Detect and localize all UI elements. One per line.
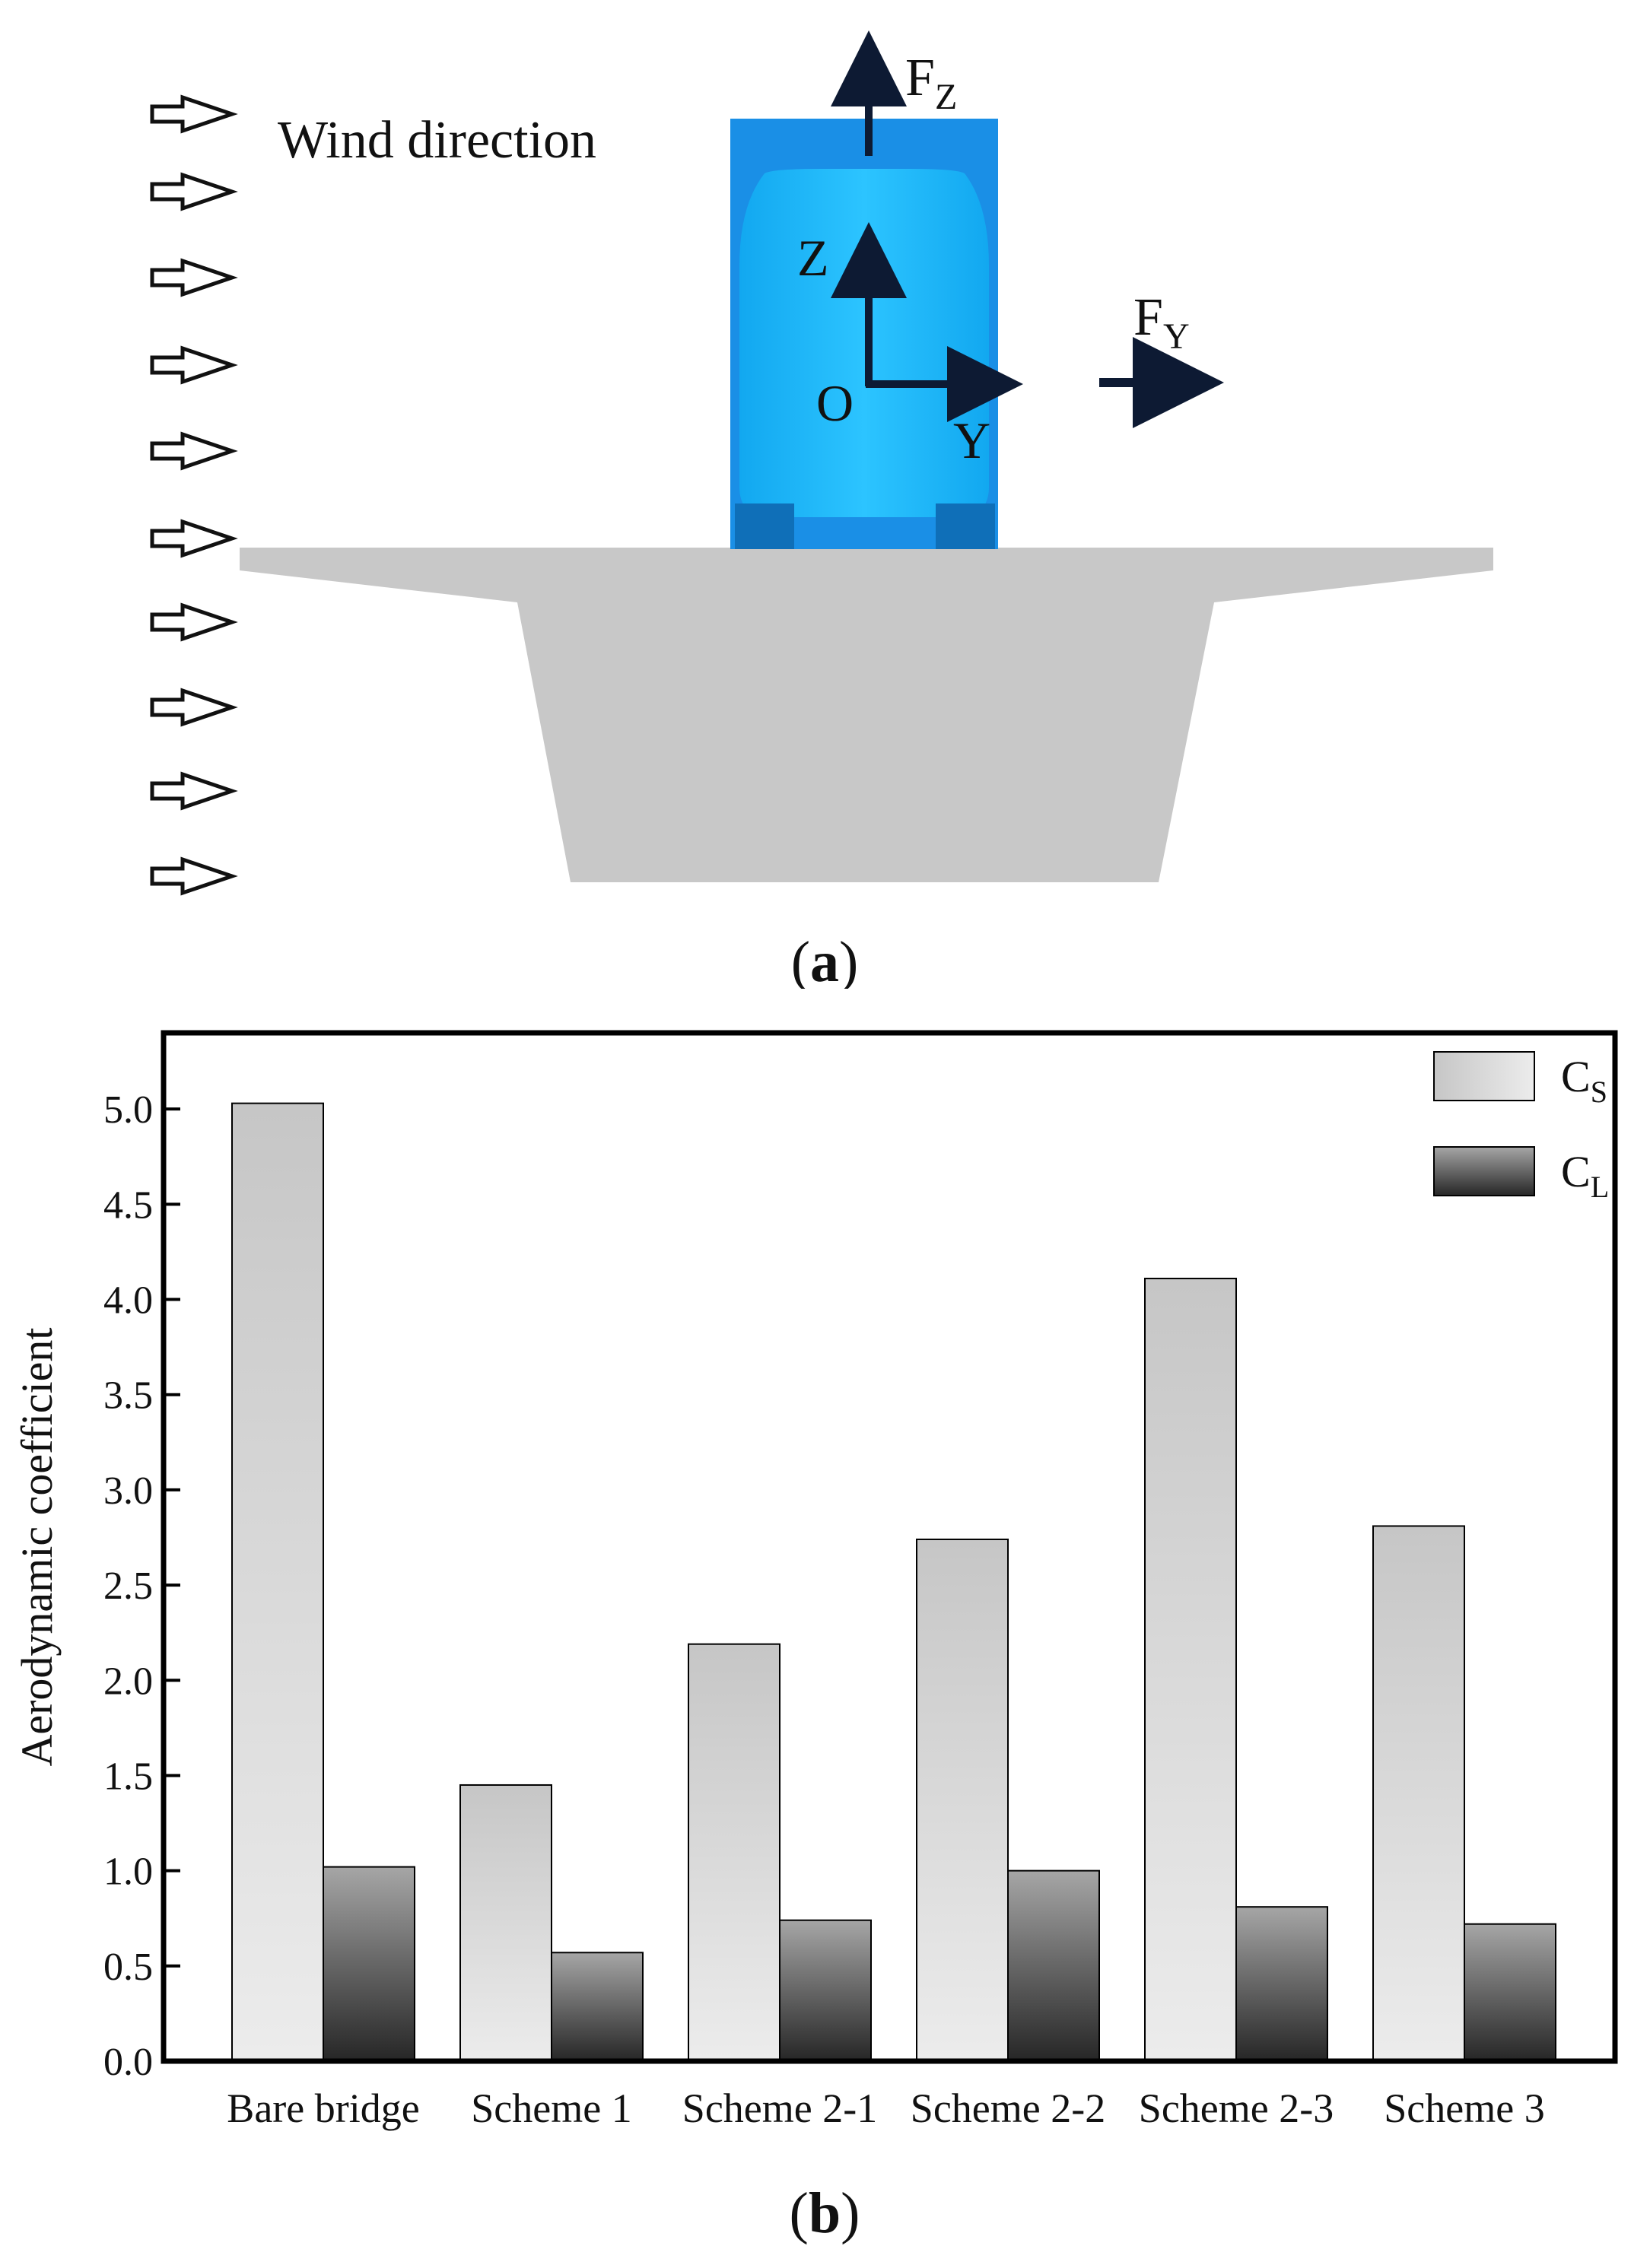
wind-arrow-icon bbox=[150, 258, 238, 297]
panel-a-schematic: Wind direction FZ Z O Y FY (a) bbox=[150, 30, 1493, 989]
bar-cl bbox=[1007, 1869, 1100, 2063]
wind-arrow-icon bbox=[150, 431, 238, 471]
z-axis-label: Z bbox=[797, 229, 829, 287]
wind-arrow-icon bbox=[150, 856, 238, 896]
legend-label-cs: CS bbox=[1561, 1052, 1607, 1109]
bar-cl bbox=[1464, 1923, 1556, 2063]
y-tick-label: 4.0 bbox=[103, 1279, 153, 1323]
panel-a-caption: (a) bbox=[791, 930, 859, 989]
force-z-label: FZ bbox=[905, 49, 957, 117]
x-category-label: Scheme 2-2 bbox=[911, 2085, 1105, 2131]
y-axis-title: Aerodynamic coefficient bbox=[12, 1327, 62, 1766]
y-tick-label: 4.5 bbox=[103, 1183, 153, 1227]
x-category-label: Scheme 3 bbox=[1384, 2085, 1544, 2131]
x-category-label: Scheme 2-1 bbox=[682, 2085, 877, 2131]
y-tick-label: 1.5 bbox=[103, 1755, 153, 1798]
y-tick-label: 0.5 bbox=[103, 1946, 153, 1989]
x-axis-labels: Bare bridge Scheme 1 Scheme 2-1 Scheme 2-2 S… bbox=[227, 2085, 1544, 2131]
wind-arrow-icon bbox=[150, 519, 238, 558]
legend-swatch-cl bbox=[1433, 1146, 1535, 1196]
wind-arrow-icon bbox=[150, 688, 238, 727]
y-axis-label: Y bbox=[953, 411, 990, 469]
wind-direction-label: Wind direction bbox=[278, 111, 596, 170]
force-y-label: FY bbox=[1133, 288, 1190, 357]
plot-frame bbox=[161, 1030, 1618, 2064]
y-axis-ticks: 0.0 0.5 1.0 1.5 2.0 2.5 3.0 3.5 4.0 4.5 5.0 bbox=[103, 1088, 180, 2084]
wind-arrows bbox=[150, 94, 238, 896]
origin-label: O bbox=[816, 374, 854, 432]
panel-b-caption: (b) bbox=[790, 2181, 860, 2245]
bar-cl bbox=[779, 1919, 872, 2062]
bar-cs bbox=[231, 1102, 324, 2062]
bar-cs bbox=[459, 1784, 552, 2062]
y-tick-label: 5.0 bbox=[103, 1088, 153, 1132]
bridge-deck-section bbox=[240, 548, 1493, 882]
y-tick-label: 1.0 bbox=[103, 1850, 153, 1894]
chart-legend: CS CL bbox=[1433, 1051, 1609, 1204]
wind-arrow-icon bbox=[150, 94, 238, 134]
y-tick-label: 3.0 bbox=[103, 1469, 153, 1513]
y-tick-label: 3.5 bbox=[103, 1374, 153, 1418]
wind-arrow-icon bbox=[150, 602, 238, 642]
bar-cl bbox=[551, 1952, 644, 2062]
bar-cs bbox=[1372, 1525, 1465, 2062]
y-tick-label: 2.5 bbox=[103, 1564, 153, 1608]
x-category-label: Scheme 2-3 bbox=[1139, 2085, 1334, 2131]
x-category-label: Scheme 1 bbox=[471, 2085, 631, 2131]
wind-arrow-icon bbox=[150, 172, 238, 211]
bar-cs bbox=[688, 1643, 780, 2063]
y-tick-label: 0.0 bbox=[103, 2041, 153, 2084]
bar-cl bbox=[1235, 1906, 1328, 2062]
vehicle-cross-section bbox=[730, 119, 998, 549]
y-tick-label: 2.0 bbox=[103, 1660, 153, 1703]
chart-bars bbox=[231, 1102, 1556, 2063]
bar-cs bbox=[916, 1538, 1009, 2063]
bar-cl bbox=[323, 1866, 415, 2063]
x-category-label: Bare bridge bbox=[227, 2085, 419, 2131]
wind-arrow-icon bbox=[150, 345, 238, 385]
legend-swatch-cs bbox=[1433, 1051, 1535, 1101]
wind-arrow-icon bbox=[150, 771, 238, 811]
bar-cs bbox=[1144, 1277, 1237, 2062]
legend-label-cl: CL bbox=[1561, 1147, 1609, 1204]
